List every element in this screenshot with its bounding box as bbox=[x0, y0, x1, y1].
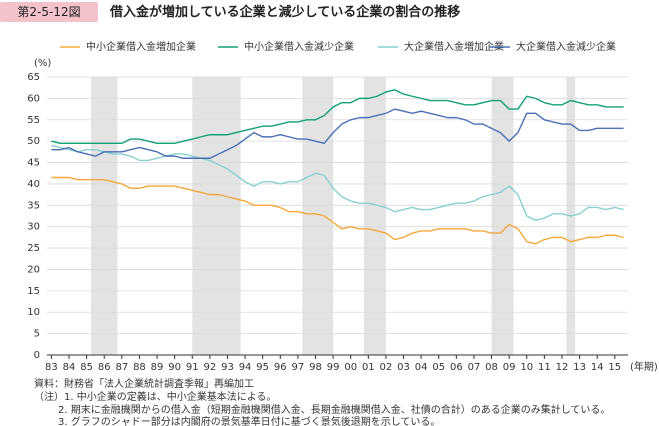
y-tick-label: 60 bbox=[27, 93, 40, 104]
x-tick-label: 88 bbox=[133, 362, 146, 373]
y-tick-label: 0 bbox=[34, 350, 40, 361]
x-tick-label: 92 bbox=[203, 362, 216, 373]
y-tick-label: 65 bbox=[27, 72, 40, 83]
series-line bbox=[51, 144, 624, 221]
x-tick-label: 08 bbox=[485, 362, 498, 373]
note: 2. 期末に金融機関からの借入金（短期金融機関借入金、長期金融機関借入金、社債の… bbox=[58, 403, 610, 416]
legend-label: 大企業借入金減少企業 bbox=[516, 40, 616, 53]
recession-shade bbox=[491, 77, 514, 355]
source: 資料：財務省「法人企業統計調査季報」再編加工 bbox=[34, 377, 254, 390]
x-tick-label: 83 bbox=[45, 362, 58, 373]
x-tick-label: 00 bbox=[344, 362, 357, 373]
x-tick-label: 04 bbox=[415, 362, 428, 373]
x-tick-label: 11 bbox=[538, 362, 551, 373]
x-tick-label: 85 bbox=[80, 362, 93, 373]
y-tick-label: 45 bbox=[27, 158, 40, 169]
y-tick-label: 20 bbox=[27, 264, 40, 275]
x-tick-label: 93 bbox=[221, 362, 234, 373]
y-tick-label: 25 bbox=[27, 243, 40, 254]
plot-area bbox=[47, 76, 628, 356]
note: （注）1. 中小企業の定義は、中小企業基本法による。 bbox=[34, 390, 276, 403]
x-tick-label: 89 bbox=[151, 362, 164, 373]
x-tick-label: 94 bbox=[239, 362, 252, 373]
x-tick-label: 05 bbox=[432, 362, 445, 373]
legend-label: 中小企業借入金減少企業 bbox=[244, 40, 354, 53]
x-tick-label: 15 bbox=[608, 362, 621, 373]
x-tick-label: 96 bbox=[274, 362, 287, 373]
x-tick-label: 87 bbox=[115, 362, 128, 373]
y-tick-label: 40 bbox=[27, 179, 40, 190]
y-tick-label: 5 bbox=[34, 329, 40, 340]
series-line bbox=[51, 108, 624, 159]
figure-number: 第2-5-12図 bbox=[17, 5, 80, 19]
x-tick-label: 10 bbox=[520, 362, 533, 373]
x-tick-label: 12 bbox=[556, 362, 569, 373]
recession-shade bbox=[302, 77, 334, 355]
recession-shade bbox=[192, 77, 241, 355]
x-tick-label: 02 bbox=[380, 362, 393, 373]
x-tick-label: 09 bbox=[503, 362, 516, 373]
x-tick-label: 13 bbox=[573, 362, 586, 373]
x-tick-label: 91 bbox=[186, 362, 199, 373]
x-tick-label: 97 bbox=[292, 362, 305, 373]
x-tick-label: 90 bbox=[168, 362, 181, 373]
note: 3. グラフのシャドー部分は内閣府の景気基準日付に基づく景気後退期を示している。 bbox=[58, 415, 440, 426]
x-tick-label: 95 bbox=[256, 362, 269, 373]
y-tick-label: 10 bbox=[27, 307, 40, 318]
x-tick-label: 03 bbox=[397, 362, 410, 373]
y-tick-label: 55 bbox=[27, 115, 40, 126]
figure-badge bbox=[0, 2, 98, 22]
y-tick-label: 15 bbox=[27, 286, 40, 297]
recession-shade bbox=[91, 77, 118, 355]
chart-title: 借入金が増加している企業と減少している企業の割合の推移 bbox=[109, 4, 460, 20]
legend-label: 大企業借入金増加企業 bbox=[404, 40, 504, 53]
x-tick-label: 84 bbox=[63, 362, 76, 373]
y-tick-label: 30 bbox=[27, 222, 40, 233]
x-tick-label: 98 bbox=[309, 362, 322, 373]
x-tick-label: 01 bbox=[362, 362, 375, 373]
x-tick-label: 06 bbox=[450, 362, 463, 373]
x-tick-label: 86 bbox=[98, 362, 111, 373]
y-axis-label: (%) bbox=[34, 58, 51, 69]
recession-shade bbox=[363, 77, 386, 355]
series-line bbox=[51, 89, 624, 144]
y-tick-label: 50 bbox=[27, 136, 40, 147]
x-tick-label: 14 bbox=[591, 362, 604, 373]
series-line bbox=[51, 176, 624, 245]
x-axis-label: (年期) bbox=[630, 360, 658, 373]
legend-label: 中小企業借入金増加企業 bbox=[86, 40, 196, 53]
x-tick-label: 99 bbox=[327, 362, 340, 373]
x-tick-label: 07 bbox=[468, 362, 481, 373]
y-tick-label: 35 bbox=[27, 200, 40, 211]
